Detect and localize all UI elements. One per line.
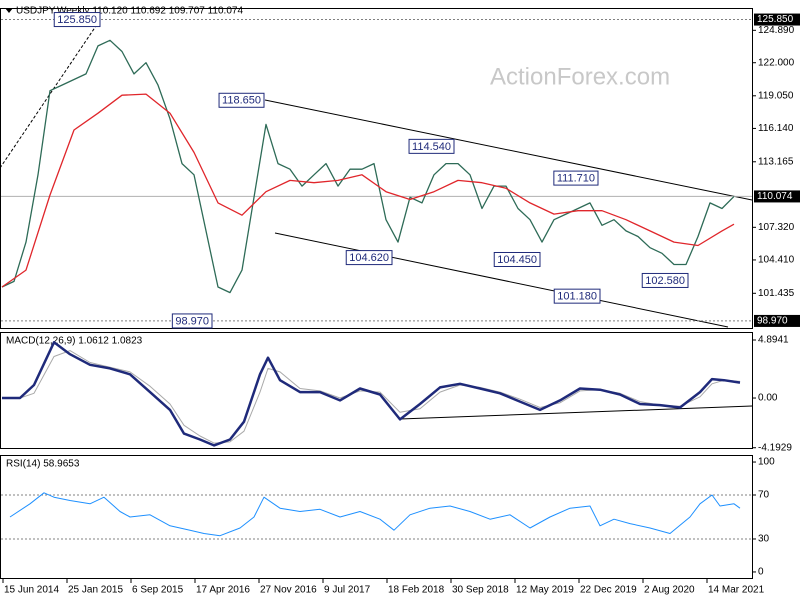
- last-price-bg: [754, 190, 800, 203]
- macd-panel: [0, 332, 753, 449]
- series-line: [2, 341, 741, 447]
- annotation-box: [218, 92, 265, 108]
- y-tick-label: 30: [758, 534, 770, 545]
- annotation-box: [171, 313, 213, 329]
- y-tick-label: 119.050: [758, 90, 794, 101]
- macd-trendline: [399, 405, 753, 420]
- annotation-label: 125.850: [57, 14, 97, 26]
- annotation-box: [408, 138, 455, 154]
- macd-title: MACD(12,26,9) 1.0612 1.0823: [6, 336, 143, 347]
- rsi-title: RSI(14) 58.9653: [6, 459, 80, 470]
- x-tick-label: 17 Apr 2016: [196, 585, 250, 596]
- annotation-label: 104.620: [349, 252, 389, 264]
- x-tick-label: 14 Mar 2021: [708, 585, 765, 596]
- annotation-box: [641, 272, 689, 288]
- menu-triangle: [5, 8, 13, 13]
- annotation-label: 104.450: [497, 254, 537, 266]
- level-label: 98.970: [757, 316, 788, 327]
- y-tick-label: 124.890: [758, 25, 795, 36]
- annotation-box: [345, 250, 393, 266]
- x-tick-label: 25 Jan 2015: [68, 585, 123, 596]
- y-tick-label: 122.000: [758, 57, 795, 68]
- y-tick-label: 100: [758, 457, 775, 468]
- y-tick-label: 0: [758, 567, 764, 578]
- x-tick-label: 9 Jul 2017: [324, 585, 371, 596]
- annotation-label: 102.580: [645, 275, 685, 287]
- price-panel: [0, 8, 753, 329]
- last-price-label: 110.074: [757, 191, 793, 202]
- y-tick-label: 4.8941: [758, 335, 789, 346]
- annotation-label: 101.180: [557, 291, 597, 303]
- rsi-panel: [0, 455, 753, 579]
- series-line: [1, 93, 735, 288]
- y-tick-label: 113.165: [758, 156, 794, 167]
- level-label-bg: [754, 314, 800, 327]
- x-tick-label: 6 Sep 2015: [132, 585, 184, 596]
- x-tick-label: 15 Jun 2014: [4, 585, 59, 596]
- annotation-box: [553, 288, 601, 304]
- y-tick-label: 0.00: [758, 393, 778, 404]
- y-tick-label: 101.435: [758, 288, 795, 299]
- y-tick-label: 70: [758, 490, 770, 501]
- series-line: [9, 492, 741, 537]
- y-tick-label: 107.320: [758, 222, 795, 233]
- x-tick-label: 2 Aug 2020: [644, 585, 695, 596]
- y-tick-label: 104.410: [758, 255, 795, 266]
- x-tick-label: 18 Feb 2018: [388, 585, 445, 596]
- level-label-bg: [754, 13, 800, 26]
- level-label: 125.850: [757, 14, 794, 25]
- annotation-box: [493, 251, 541, 267]
- annotation-label: 118.650: [222, 95, 261, 107]
- x-tick-label: 30 Sep 2018: [452, 585, 509, 596]
- annotation-box: [553, 170, 599, 186]
- channel-lower: [274, 232, 729, 328]
- series-line: [1, 39, 735, 294]
- chart-title: USDJPY,Weekly 110.120 110.692 109.707 11…: [16, 6, 243, 17]
- annotation-label: 111.710: [557, 172, 595, 184]
- x-tick-label: 22 Dec 2019: [580, 585, 637, 596]
- annotation-label: 98.970: [175, 315, 209, 327]
- x-tick-label: 12 May 2019: [516, 585, 574, 596]
- annotation-label: 114.540: [412, 141, 451, 153]
- y-tick-label: 116.140: [758, 123, 794, 134]
- watermark: ActionForex.com: [490, 63, 670, 90]
- y-tick-label: -4.1929: [758, 442, 792, 453]
- x-tick-label: 27 Nov 2016: [260, 585, 317, 596]
- annotation-box: [53, 12, 101, 28]
- channel-upper: [264, 99, 753, 201]
